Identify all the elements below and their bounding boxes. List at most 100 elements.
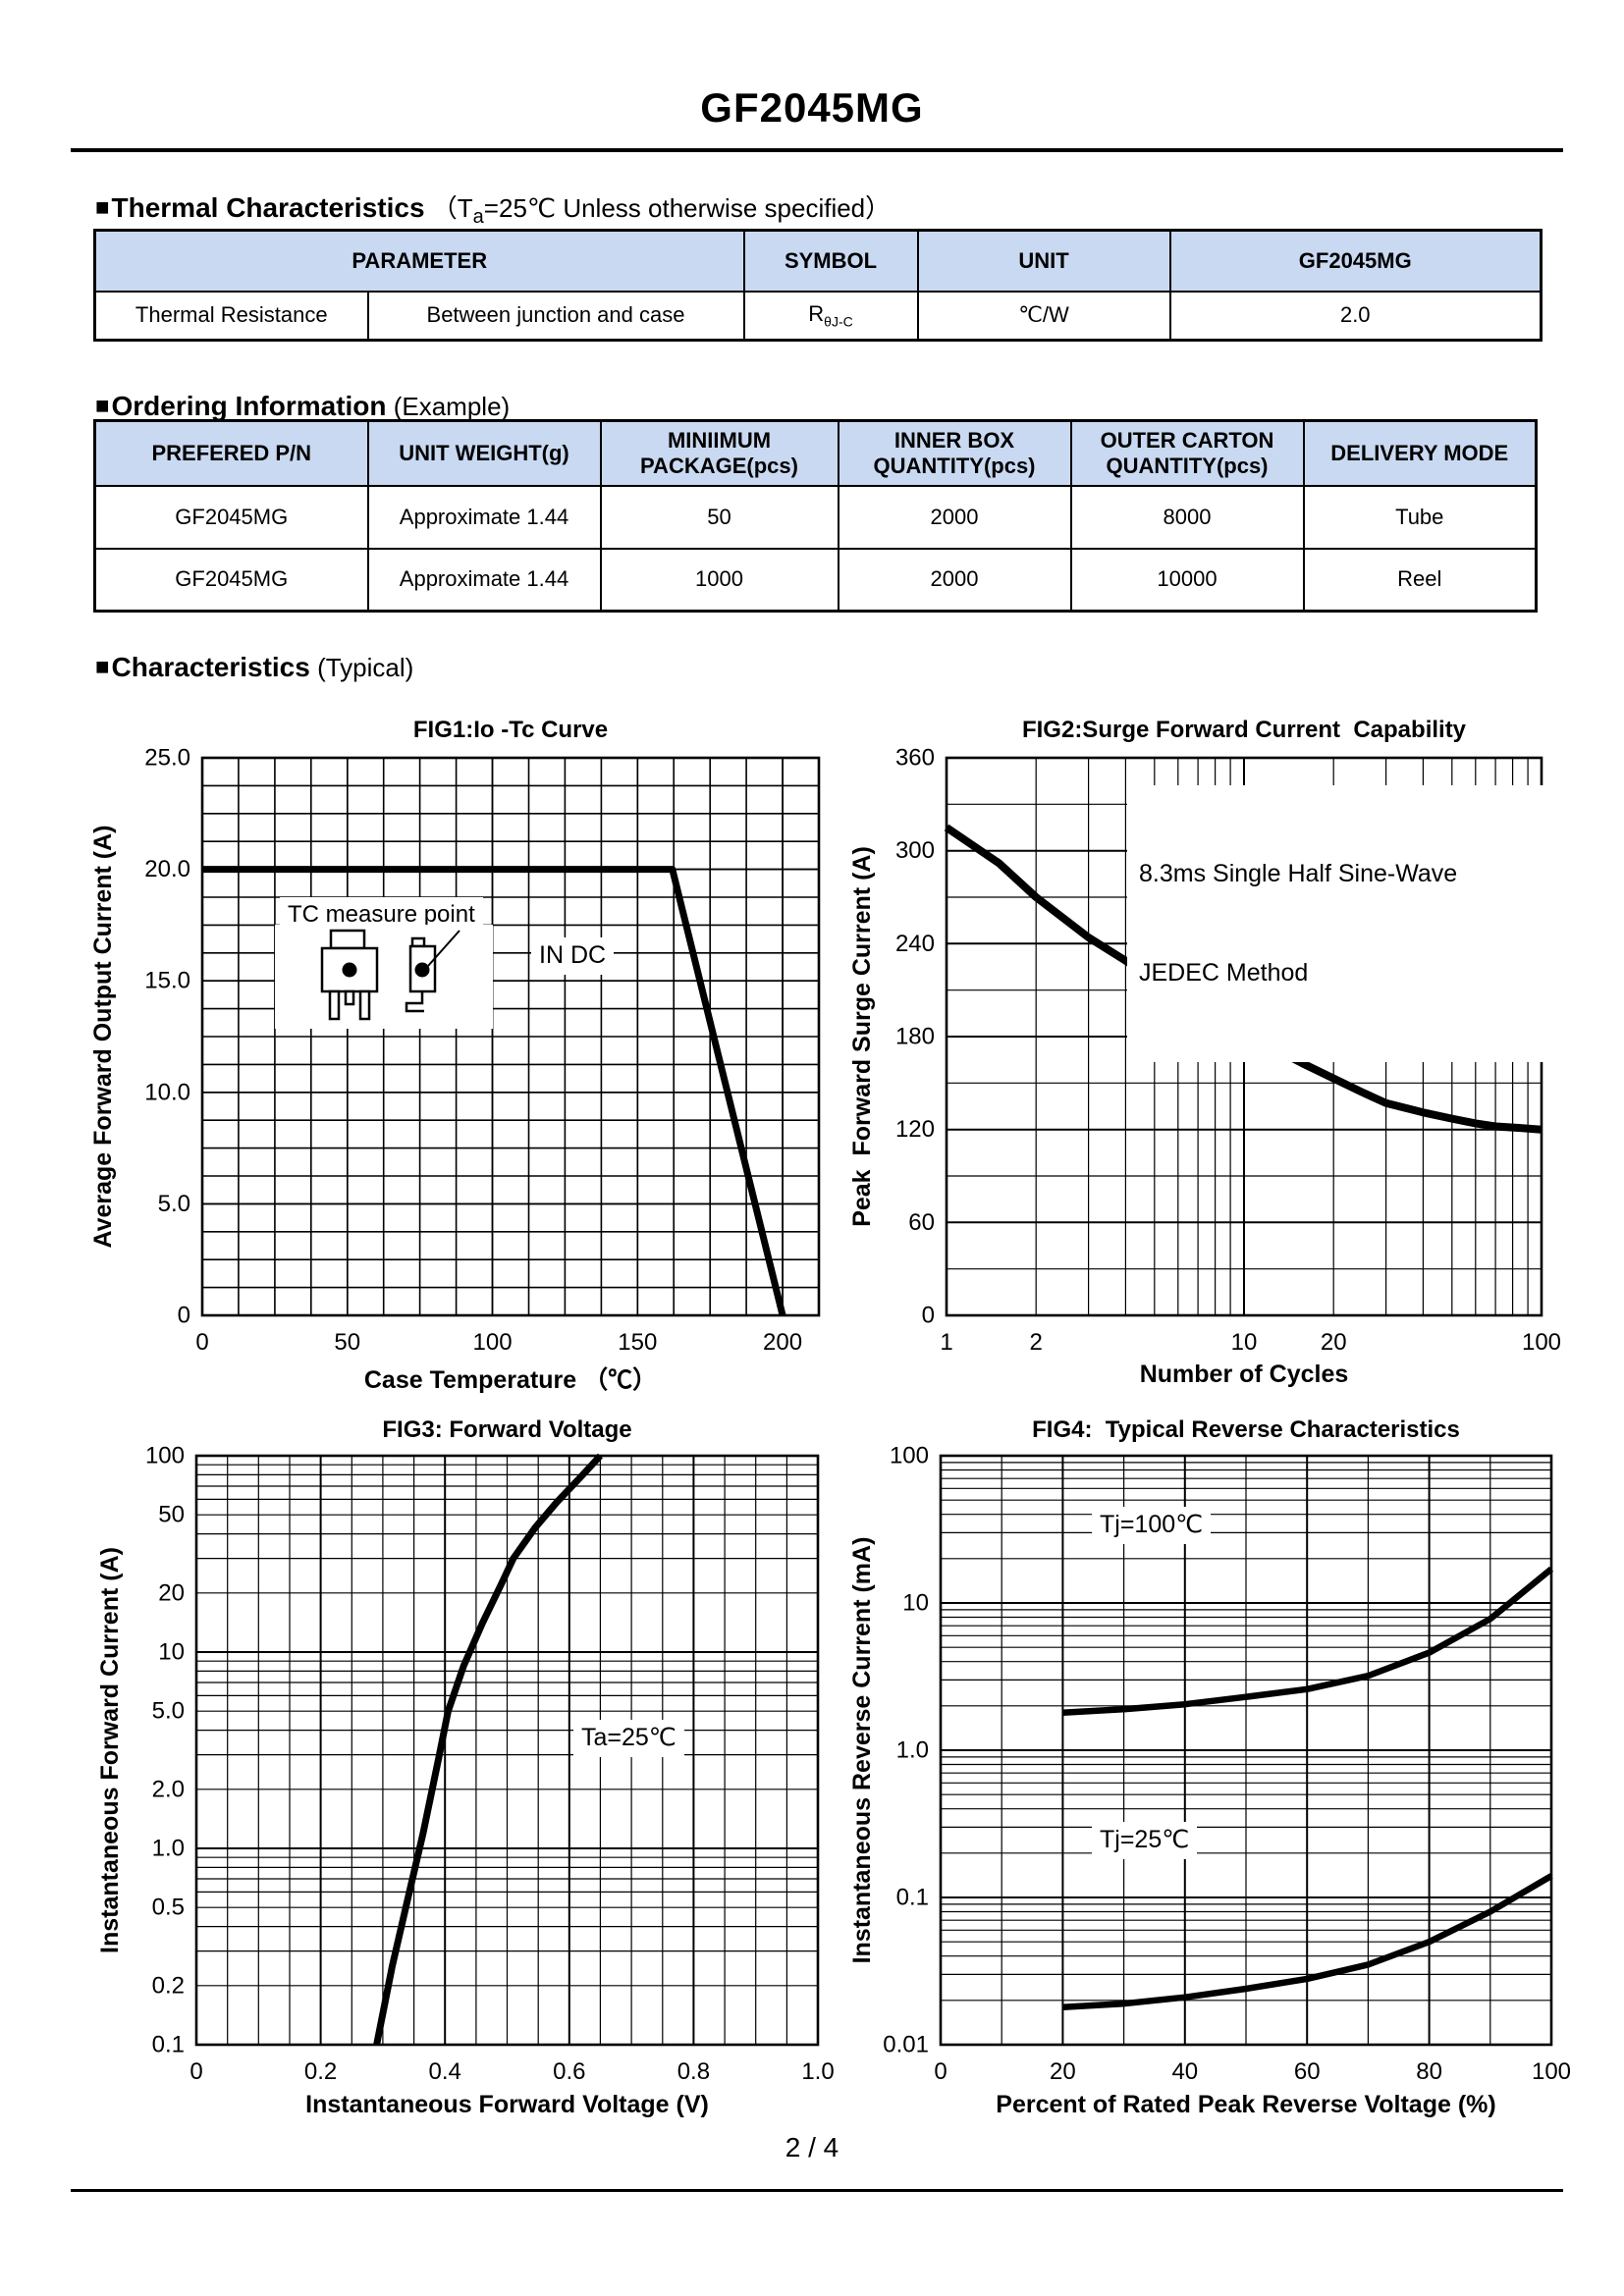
svg-text:100: 100 (1522, 1329, 1561, 1356)
svg-text:60: 60 (908, 1209, 935, 1236)
svg-text:0.01: 0.01 (883, 2032, 929, 2058)
title-rule (71, 148, 1563, 152)
svg-text:10: 10 (902, 1590, 929, 1617)
svg-text:20.0: 20.0 (144, 856, 190, 882)
fig1-title: FIG1:Io -Tc Curve (412, 717, 609, 743)
section-bullet-icon: ■ (95, 194, 110, 221)
thermal-characteristics-table: PARAMETER SYMBOL UNIT GF2045MG Thermal R… (93, 229, 1543, 342)
ordering-cell: 10000 (1069, 547, 1305, 613)
fig3-y-axis-label: Instantaneous Forward Current (A) (96, 1547, 124, 1953)
fig4-reverse-characteristics-chart: 0 20 40 60 80 100 100 10 1.0 0.1 0.01 (883, 1443, 1571, 2085)
fig4-x-axis-label: Percent of Rated Peak Reverse Voltage (%… (996, 2091, 1496, 2118)
svg-text:1.0: 1.0 (152, 1836, 185, 1862)
fig4-tj100-label: Tj=100℃ (1092, 1507, 1212, 1544)
tc-point-dot (414, 962, 430, 978)
svg-text:25.0: 25.0 (144, 745, 190, 772)
svg-text:100: 100 (890, 1443, 929, 1469)
fig1-package-drawing (275, 925, 493, 1029)
svg-text:1: 1 (940, 1329, 952, 1356)
fig4-y-axis-label: Instantaneous Reverse Current (mA) (848, 1536, 876, 1964)
fig3-title: FIG3: Forward Voltage (382, 1416, 632, 1443)
svg-text:0.6: 0.6 (553, 2058, 585, 2085)
fig2-title: FIG2:Surge Forward Current Capability (1021, 717, 1467, 743)
svg-text:240: 240 (895, 931, 935, 957)
svg-text:2.0: 2.0 (152, 1776, 185, 1802)
ordering-header-carton: OUTER CARTON QUANTITY(pcs) (1069, 419, 1305, 487)
svg-text:0.1: 0.1 (152, 2032, 185, 2058)
fig1-y-axis-label: Average Forward Output Current (A) (89, 825, 117, 1249)
svg-text:0.1: 0.1 (896, 1885, 929, 1911)
ordering-cell: Approximate 1.44 (366, 547, 602, 613)
svg-text:100: 100 (1532, 2058, 1571, 2085)
svg-text:200: 200 (763, 1329, 802, 1356)
svg-text:15.0: 15.0 (144, 968, 190, 994)
svg-text:360: 360 (895, 745, 935, 772)
svg-text:0.2: 0.2 (304, 2058, 337, 2085)
fig2-y-axis-label: Peak Forward Surge Current (A) (848, 846, 876, 1227)
svg-text:50: 50 (158, 1502, 185, 1528)
svg-text:0.2: 0.2 (152, 1972, 185, 1999)
svg-text:10: 10 (158, 1639, 185, 1666)
characteristics-section-heading: ■Characteristics (Typical) (95, 652, 414, 682)
fig2-x-axis-label: Number of Cycles (1139, 1361, 1349, 1388)
svg-text:60: 60 (1294, 2058, 1321, 2085)
svg-text:100: 100 (473, 1329, 513, 1356)
svg-text:0: 0 (922, 1303, 935, 1329)
svg-text:20: 20 (1050, 2058, 1076, 2085)
svg-text:5.0: 5.0 (158, 1191, 190, 1217)
package-side-view (405, 936, 437, 1013)
package-front-view (320, 929, 379, 1021)
fig2-test-condition-note: 8.3ms Single Half Sine-Wave JEDEC Method (1127, 785, 1563, 1062)
svg-text:2: 2 (1030, 1329, 1043, 1356)
ordering-cell: Tube (1302, 484, 1538, 550)
ordering-cell: Approximate 1.44 (366, 484, 602, 550)
svg-text:0: 0 (195, 1329, 208, 1356)
ordering-header-innerbox: INNER BOX QUANTITY(pcs) (837, 419, 1072, 487)
thermal-header-symbol: SYMBOL (742, 229, 919, 293)
ordering-section-heading: ■Ordering Information (Example) (95, 391, 511, 421)
ordering-cell: 50 (599, 484, 839, 550)
svg-text:0.5: 0.5 (152, 1895, 185, 1921)
table-row: GF2045MG Approximate 1.44 1000 2000 1000… (93, 547, 1538, 613)
ordering-header-delivery: DELIVERY MODE (1302, 419, 1538, 487)
fig3-x-axis-label: Instantaneous Forward Voltage (V) (305, 2091, 709, 2118)
thermal-header-unit: UNIT (916, 229, 1171, 293)
thermal-cell-symbol: RθJ-C (742, 290, 919, 342)
svg-text:0.8: 0.8 (677, 2058, 710, 2085)
ordering-cell: GF2045MG (93, 547, 369, 613)
table-row: GF2045MG Approximate 1.44 50 2000 8000 T… (93, 484, 1538, 550)
svg-text:0: 0 (189, 2058, 202, 2085)
page-title: GF2045MG (700, 84, 924, 131)
inset-mask (275, 925, 493, 1029)
ordering-cell: 2000 (837, 484, 1072, 550)
thermal-cell-value: 2.0 (1168, 290, 1543, 342)
svg-text:40: 40 (1171, 2058, 1198, 2085)
fig1-in-dc-label: IN DC (531, 937, 615, 975)
ordering-cell: 2000 (837, 547, 1072, 613)
ordering-cell: GF2045MG (93, 484, 369, 550)
ordering-cell: 8000 (1069, 484, 1305, 550)
ordering-header-pn: PREFERED P/N (93, 419, 369, 487)
svg-text:100: 100 (145, 1443, 185, 1469)
svg-text:20: 20 (1321, 1329, 1347, 1356)
svg-text:300: 300 (895, 837, 935, 864)
svg-text:5.0: 5.0 (152, 1698, 185, 1725)
thermal-cell-condition: Between junction and case (366, 290, 745, 342)
thermal-header-part: GF2045MG (1168, 229, 1543, 293)
svg-text:80: 80 (1416, 2058, 1442, 2085)
fig4-title: FIG4: Typical Reverse Characteristics (1032, 1416, 1460, 1443)
svg-text:0: 0 (934, 2058, 947, 2085)
section-bullet-icon: ■ (95, 393, 110, 419)
ordering-header-weight: UNIT WEIGHT(g) (366, 419, 602, 487)
svg-text:0.4: 0.4 (429, 2058, 461, 2085)
fig1-x-axis-label: Case Temperature （℃） (363, 1366, 658, 1394)
thermal-header-parameter: PARAMETER (93, 229, 745, 293)
svg-text:1.0: 1.0 (801, 2058, 834, 2085)
svg-text:20: 20 (158, 1579, 185, 1606)
svg-text:10: 10 (1231, 1329, 1258, 1356)
svg-text:1.0: 1.0 (896, 1737, 929, 1764)
svg-text:150: 150 (618, 1329, 657, 1356)
ordering-cell: 1000 (599, 547, 839, 613)
fig3-forward-voltage-chart: 0 0.2 0.4 0.6 0.8 1.0 100 50 20 10 5.0 2.0 1.0 0.5 0.2… (145, 1443, 835, 2085)
